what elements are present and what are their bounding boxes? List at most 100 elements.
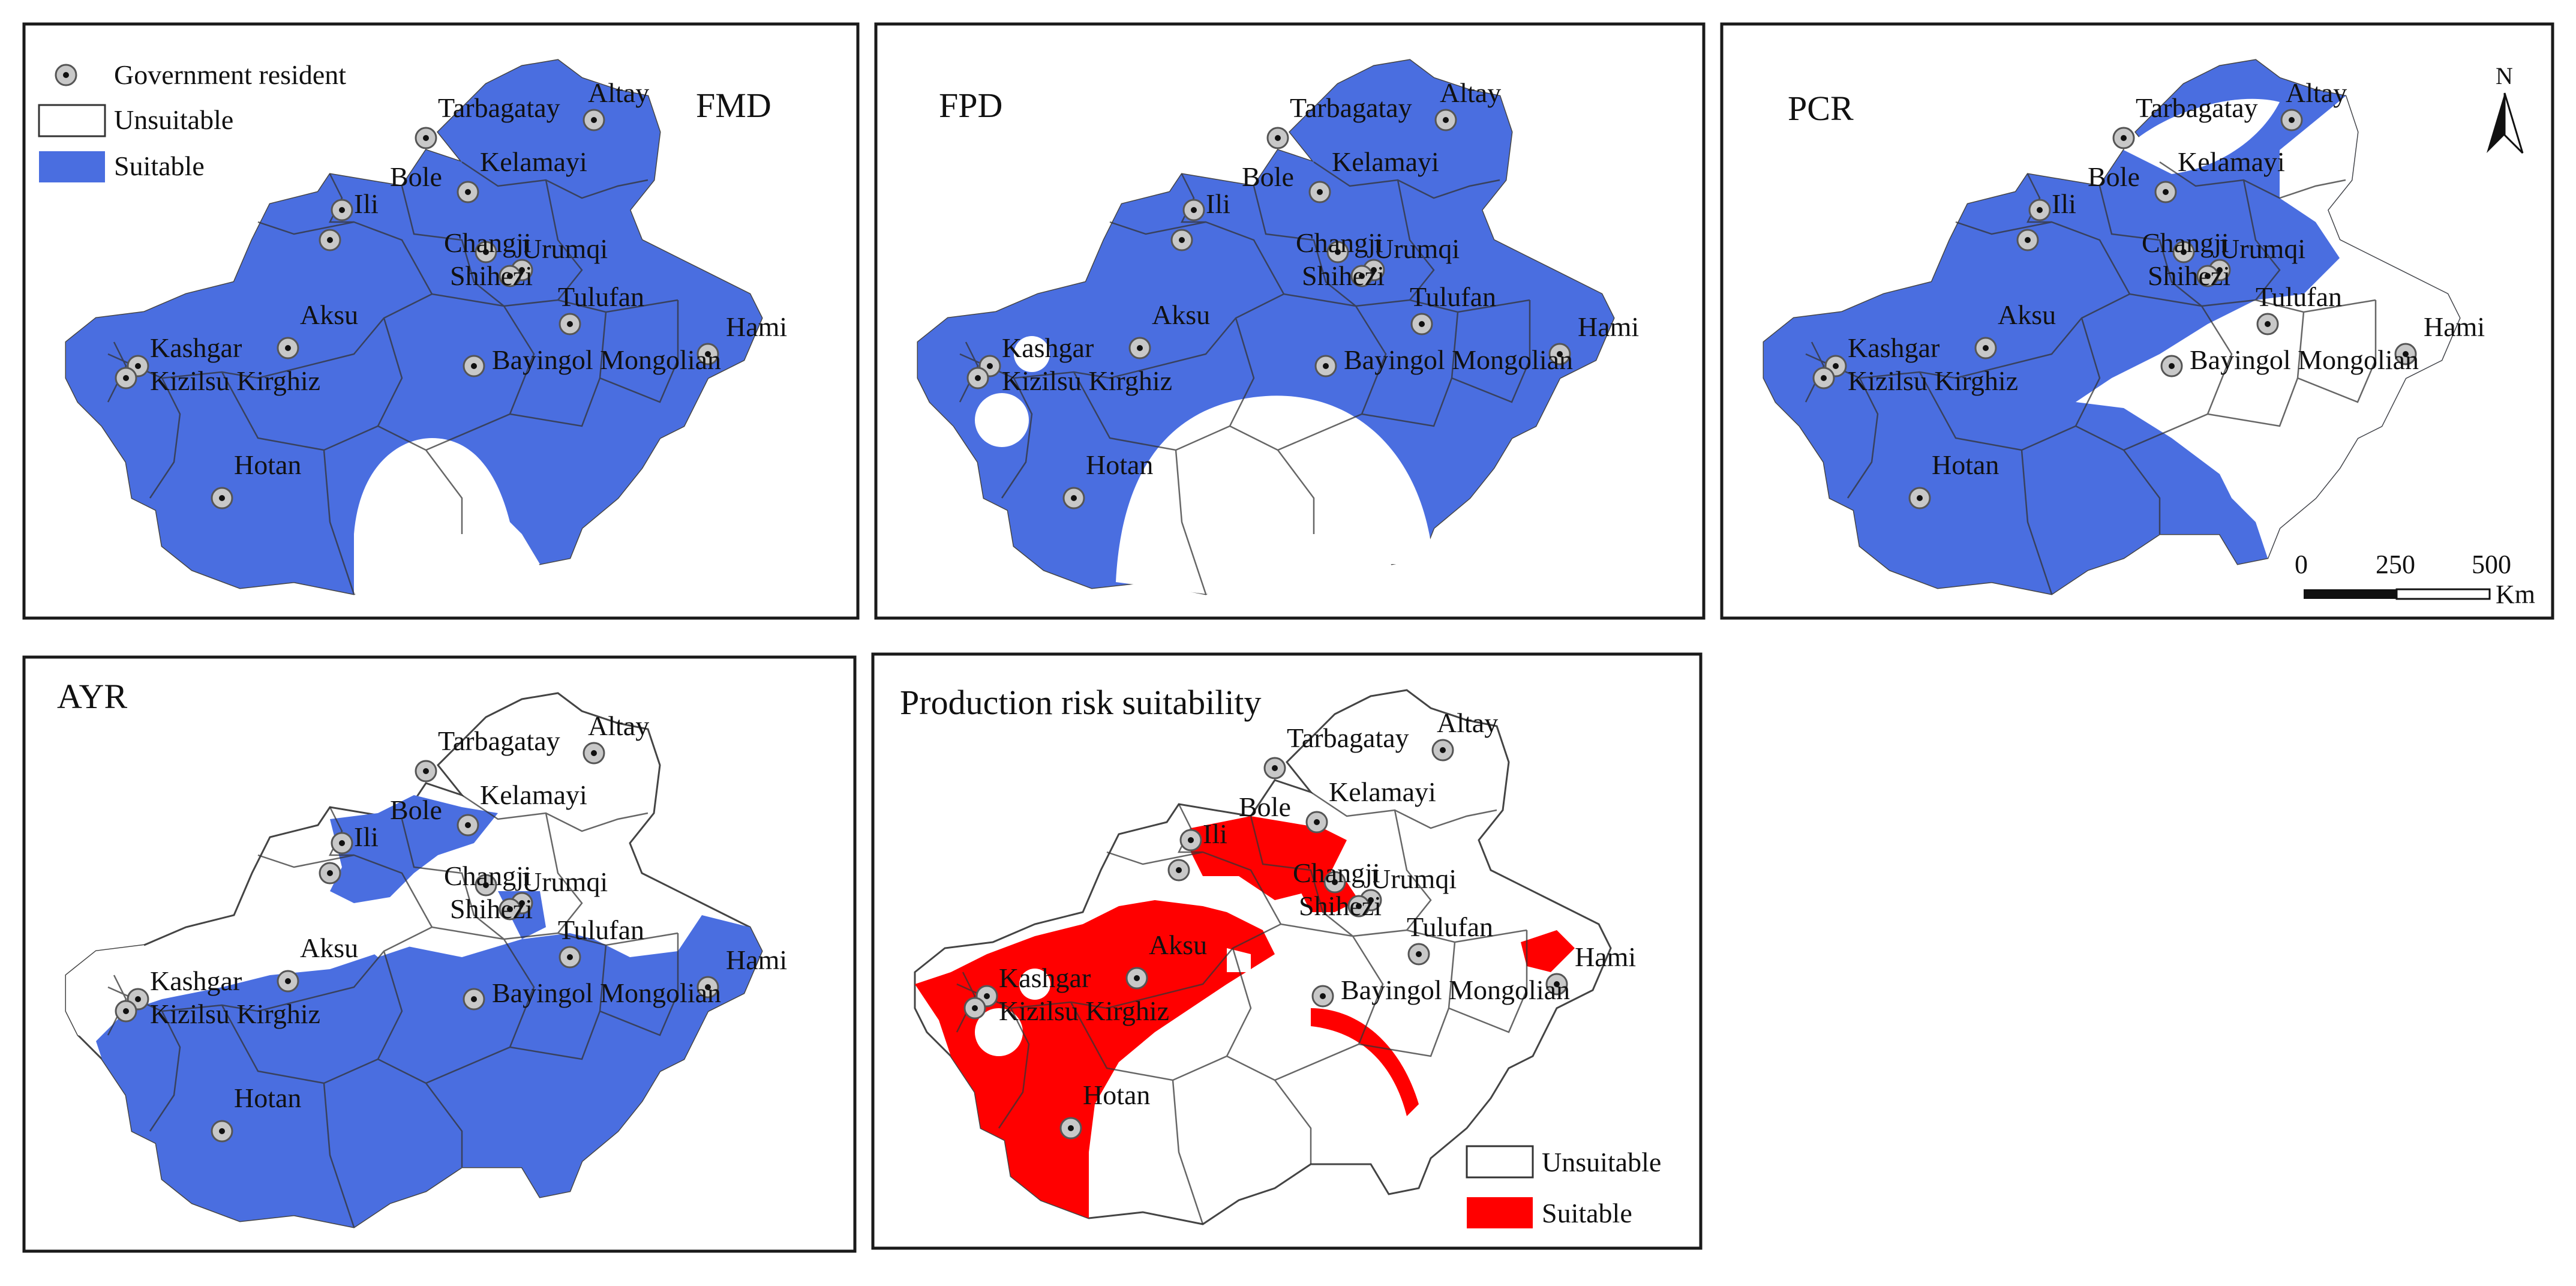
city-label: Bole bbox=[1242, 161, 1294, 192]
scale-unit: Km bbox=[2496, 580, 2535, 609]
city-labels: Altay Tarbagatay Kelamayi Bole Ili Chang… bbox=[150, 77, 787, 480]
city-label: Urumqi bbox=[522, 867, 608, 897]
city-label: Aksu bbox=[1152, 299, 1210, 330]
city-label: Hotan bbox=[1086, 449, 1153, 480]
panel-title: FMD bbox=[696, 86, 771, 125]
city-label: Bayingol Mongolian bbox=[492, 344, 721, 375]
scale-tick-label: 250 bbox=[2376, 550, 2415, 579]
city-label: Bayingol Mongolian bbox=[1344, 344, 1573, 375]
city-label: Tarbagatay bbox=[2136, 92, 2258, 123]
city-label: Tulufan bbox=[1410, 281, 1496, 312]
city-label: Tarbagatay bbox=[438, 92, 560, 123]
city-label: Bayingol Mongolian bbox=[1341, 975, 1570, 1005]
panel-fpd: Altay Tarbagatay Kelamayi Bole Ili Chang… bbox=[874, 22, 1706, 620]
unsuitable-area bbox=[354, 438, 540, 594]
city-label: Bole bbox=[1239, 792, 1291, 822]
panel-ayr: Altay Tarbagatay Kelamayi Bole Ili Chang… bbox=[22, 655, 857, 1253]
city-label: Aksu bbox=[1998, 299, 2056, 330]
city-label: Altay bbox=[1437, 708, 1498, 738]
city-label: Kashgar bbox=[150, 966, 242, 996]
city-labels: Altay Tarbagatay Kelamayi Bole Ili Chang… bbox=[999, 708, 1636, 1110]
city-label: Urumqi bbox=[1371, 864, 1457, 894]
city-label: Aksu bbox=[1149, 930, 1207, 960]
legend-suitable-label: Suitable bbox=[114, 151, 205, 181]
city-label: Ili bbox=[2052, 188, 2076, 219]
city-label: Kizilsu Kirghiz bbox=[999, 996, 1169, 1026]
city-label: Kashgar bbox=[1848, 332, 1939, 363]
city-label: Kizilsu Kirghiz bbox=[1848, 365, 2018, 396]
city-label: Ili bbox=[354, 822, 379, 852]
legend-unsuitable-label: Unsuitable bbox=[114, 104, 233, 135]
city-label: Changji bbox=[444, 227, 532, 258]
city-labels: Altay Tarbagatay Kelamayi Bole Ili Chang… bbox=[1848, 77, 2485, 480]
city-label: Hami bbox=[1578, 311, 1639, 342]
city-label: Kelamayi bbox=[480, 146, 587, 177]
city-label: Bayingol Mongolian bbox=[492, 978, 721, 1008]
city-label: Aksu bbox=[300, 299, 358, 330]
city-labels: Altay Tarbagatay Kelamayi Bole Ili Chang… bbox=[150, 711, 787, 1113]
city-label: Aksu bbox=[300, 933, 358, 963]
city-label: Urumqi bbox=[1374, 233, 1460, 264]
city-label: Tulufan bbox=[558, 281, 644, 312]
city-label: Hami bbox=[726, 945, 787, 975]
panel-title: Production risk suitability bbox=[900, 683, 1262, 722]
city-label: Kelamayi bbox=[480, 780, 587, 810]
map-ayr: Altay Tarbagatay Kelamayi Bole Ili Chang… bbox=[65, 692, 787, 1228]
city-label: Shihezi bbox=[450, 260, 533, 291]
city-label: Changji bbox=[2142, 227, 2229, 258]
panel-title: FPD bbox=[939, 86, 1002, 125]
city-label: Shihezi bbox=[2148, 260, 2230, 291]
city-label: Bole bbox=[2088, 161, 2140, 192]
city-label: Ili bbox=[354, 188, 379, 219]
city-label: Hami bbox=[1575, 942, 1636, 972]
city-label: Kashgar bbox=[150, 332, 242, 363]
city-label: Altay bbox=[2286, 77, 2347, 108]
legend: Government resident Unsuitable Suitable bbox=[38, 59, 346, 182]
city-label: Hotan bbox=[234, 449, 301, 480]
city-label: Altay bbox=[588, 711, 649, 741]
city-label: Changji bbox=[1296, 227, 1383, 258]
panel-title: PCR bbox=[1788, 89, 1854, 128]
city-label: Urumqi bbox=[2220, 233, 2305, 264]
city-label: Ili bbox=[1203, 819, 1227, 849]
panel-production-risk: Altay Tarbagatay Kelamayi Bole Ili Chang… bbox=[871, 652, 1703, 1250]
legend-unsuitable-label: Unsuitable bbox=[1542, 1147, 1661, 1177]
legend-suitable-label: Suitable bbox=[1542, 1198, 1632, 1228]
suitable-area bbox=[915, 900, 1275, 1218]
suitable-area bbox=[96, 915, 762, 1227]
city-label: Shihezi bbox=[450, 894, 533, 924]
map-production-risk: Altay Tarbagatay Kelamayi Bole Ili Chang… bbox=[914, 689, 1636, 1225]
city-label: Hami bbox=[726, 311, 787, 342]
panel-title: AYR bbox=[57, 677, 127, 716]
city-label: Bole bbox=[390, 795, 442, 825]
unsuitable-area bbox=[1116, 395, 1434, 594]
city-label: Kelamayi bbox=[1332, 146, 1439, 177]
legend: Unsuitable Suitable bbox=[1466, 1145, 1661, 1228]
city-label: Tulufan bbox=[1407, 912, 1493, 942]
map-fpd: Altay Tarbagatay Kelamayi Bole Ili Chang… bbox=[917, 59, 1639, 595]
city-label: Shihezi bbox=[1299, 891, 1382, 921]
city-label: Ili bbox=[1206, 188, 1230, 219]
north-arrow-icon: N bbox=[2487, 62, 2524, 154]
city-label: Tarbagatay bbox=[1287, 723, 1409, 753]
city-label: Kashgar bbox=[1002, 332, 1094, 363]
city-label: Altay bbox=[588, 77, 649, 108]
city-label: Hami bbox=[2424, 311, 2485, 342]
city-label: Kizilsu Kirghiz bbox=[150, 999, 320, 1029]
city-label: Kashgar bbox=[999, 963, 1091, 993]
legend-suitable-swatch bbox=[39, 151, 105, 182]
legend-unsuitable-swatch bbox=[38, 104, 106, 137]
city-label: Kizilsu Kirghiz bbox=[1002, 365, 1172, 396]
city-label: Altay bbox=[1440, 77, 1501, 108]
panel-pcr: Altay Tarbagatay Kelamayi Bole Ili Chang… bbox=[1720, 22, 2554, 620]
city-label: Tulufan bbox=[558, 915, 644, 945]
city-label: Kizilsu Kirghiz bbox=[150, 365, 320, 396]
scale-tick-label: 500 bbox=[2472, 550, 2511, 579]
scale-tick-label: 0 bbox=[2295, 550, 2308, 579]
map-pcr: Altay Tarbagatay Kelamayi Bole Ili Chang… bbox=[1763, 59, 2485, 595]
city-label: Kelamayi bbox=[1329, 777, 1436, 807]
map-fmd: Altay Tarbagatay Kelamayi Bole Ili Chang… bbox=[65, 59, 787, 595]
city-label: Changji bbox=[444, 861, 532, 891]
city-label: Urumqi bbox=[522, 233, 608, 264]
